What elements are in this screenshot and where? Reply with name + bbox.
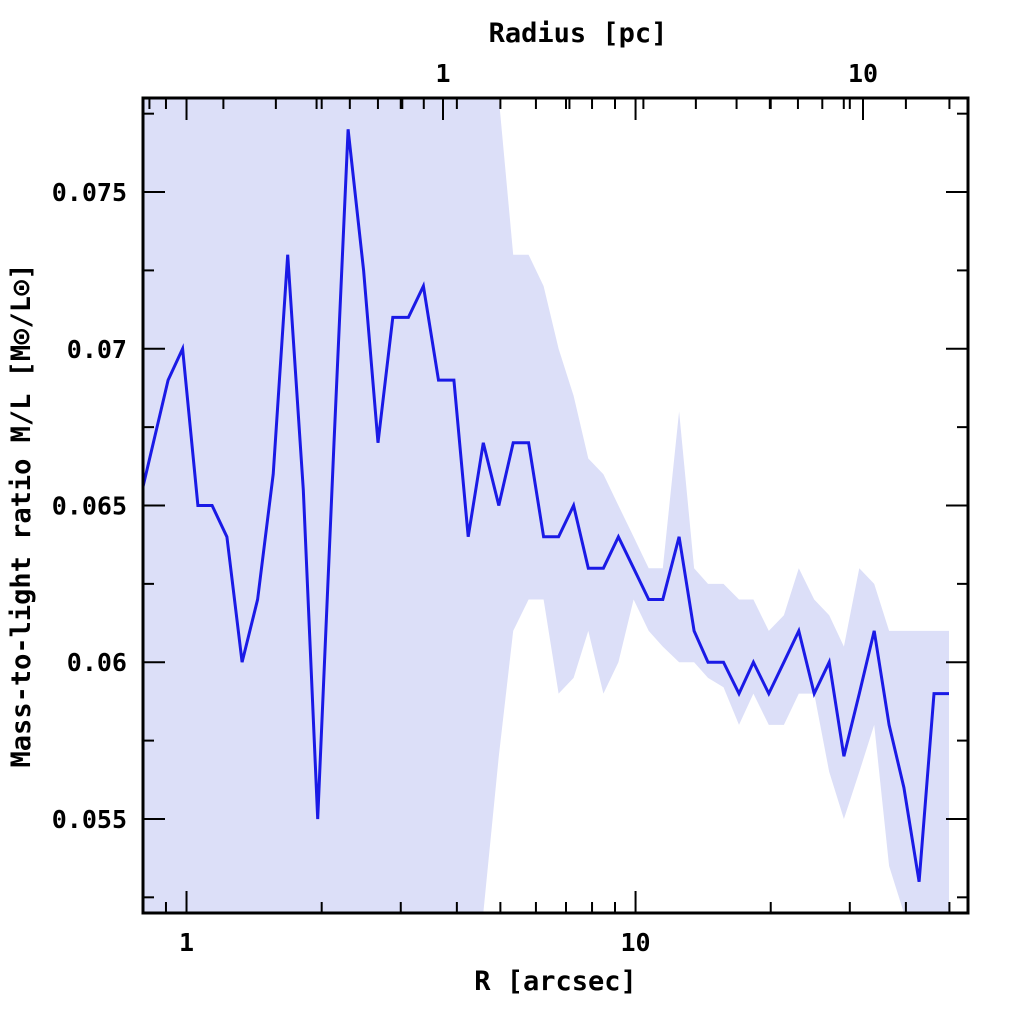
top-tick-label: 10 <box>848 59 878 88</box>
y-tick-label: 0.07 <box>67 335 127 364</box>
y-axis-title: Mass-to-light ratio M/L [M⊙/L⊙] <box>6 264 37 768</box>
x-tick-label: 10 <box>620 928 650 957</box>
y-tick-label: 0.055 <box>52 805 127 834</box>
x-tick-label: 1 <box>179 928 194 957</box>
y-tick-label: 0.06 <box>67 648 127 677</box>
series-line-layer <box>141 129 949 882</box>
top-axis-title: Radius [pc] <box>489 18 668 49</box>
y-tick-label: 0.075 <box>52 178 127 207</box>
top-tick-label: 1 <box>435 59 450 88</box>
confidence-band <box>143 98 949 913</box>
y-tick-label: 0.065 <box>52 492 127 521</box>
confidence-band-layer <box>143 98 949 913</box>
tick-marks-layer <box>142 98 968 913</box>
x-axis-title: R [arcsec] <box>474 966 637 997</box>
series-line <box>141 129 949 882</box>
plot-frame <box>141 96 970 915</box>
tick-labels-layer: 1 10 1 10 0.055 0.06 0.065 0.07 0.075 <box>52 59 878 957</box>
